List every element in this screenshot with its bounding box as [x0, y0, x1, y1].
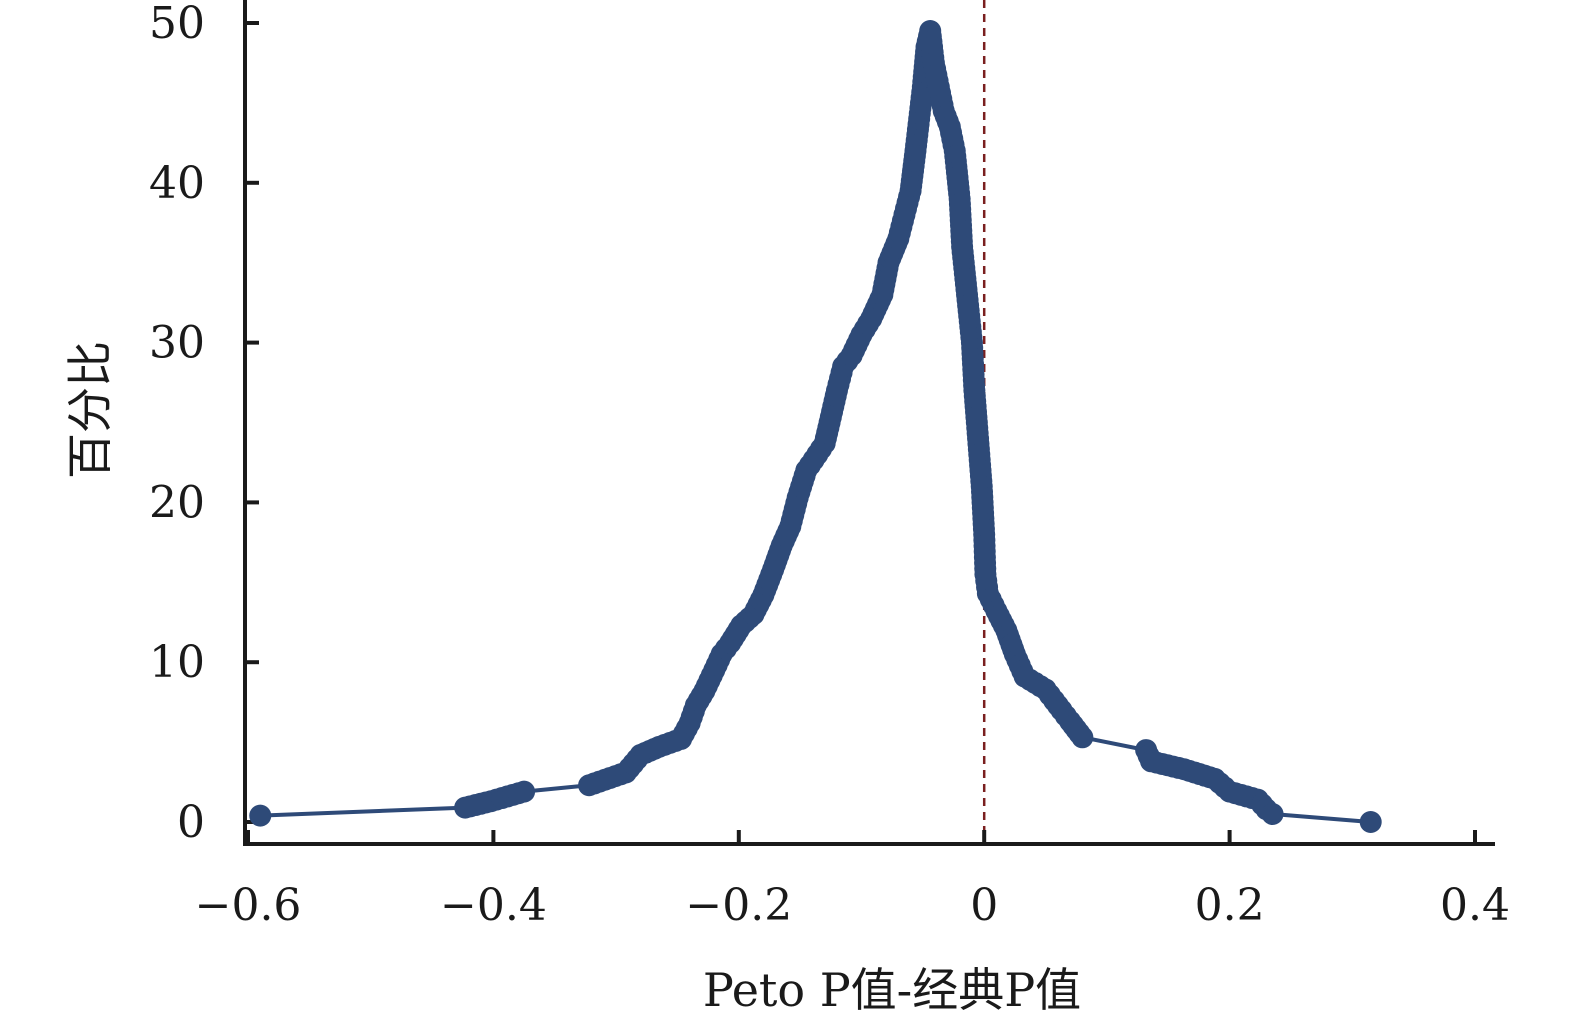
y-tick-label: 40	[149, 158, 205, 209]
data-point	[249, 804, 272, 827]
y-tick-label: 10	[149, 637, 205, 688]
x-tick-label: −0.6	[195, 880, 302, 931]
x-tick-label: −0.2	[685, 880, 792, 931]
x-tick-label: 0.2	[1195, 880, 1265, 931]
x-tick-label: −0.4	[440, 880, 547, 931]
x-axis-title: Peto P值-经典P值	[703, 963, 1081, 1017]
axes	[243, 0, 1495, 846]
x-tick-label: 0	[970, 880, 998, 931]
series-layer	[249, 19, 1382, 833]
y-tick-label: 20	[149, 477, 205, 528]
y-axis-title: 百分比	[63, 341, 117, 479]
y-tick-label: 0	[177, 797, 205, 848]
data-point	[1261, 803, 1284, 826]
data-point	[513, 780, 536, 803]
ticks: −0.6 −0.4 −0.2 0 0.2 0.4 0 10 20 30 40 50	[149, 0, 1510, 931]
data-point	[1071, 726, 1094, 749]
series-line	[260, 29, 1371, 824]
data-point	[1359, 811, 1382, 833]
y-tick-label: 30	[149, 318, 205, 369]
x-tick-label: 0.4	[1440, 880, 1510, 931]
y-tick-label: 50	[149, 0, 205, 49]
